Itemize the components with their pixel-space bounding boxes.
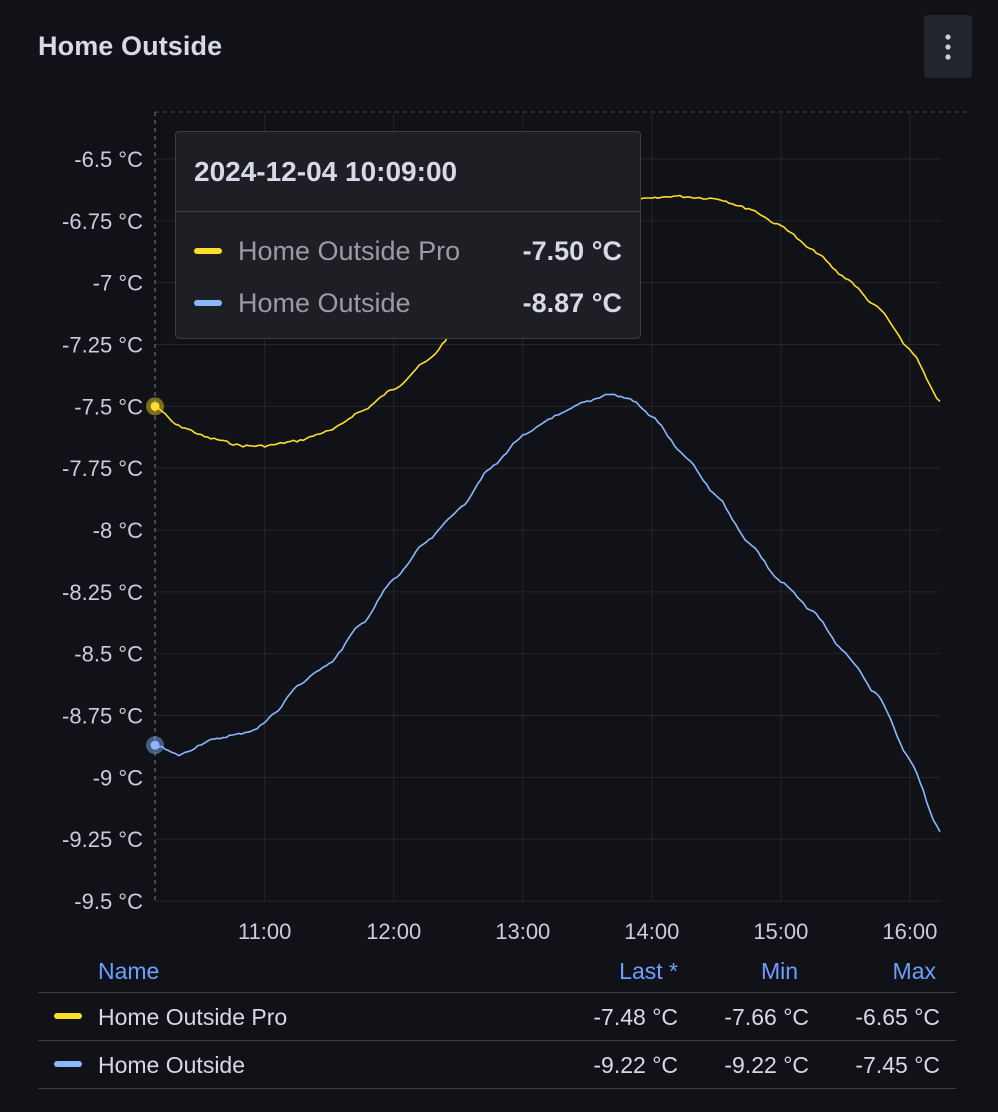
tooltip-series-value: -7.50 °C [522, 235, 622, 266]
legend-table: Name Last * Min Max Home Outside Pro -7.… [38, 950, 956, 1089]
legend-series-name[interactable]: Home Outside Pro [98, 1004, 288, 1030]
y-tick-label: -7 °C [93, 271, 143, 296]
legend-col-max[interactable]: Max [892, 958, 936, 984]
y-tick-label: -8.25 °C [62, 580, 143, 605]
y-tick-label: -9.5 °C [74, 889, 143, 914]
x-tick-label: 12:00 [366, 919, 421, 944]
legend-min: -9.22 °C [724, 1052, 809, 1078]
x-tick-label: 16:00 [882, 919, 937, 944]
series-swatch-outside [194, 300, 222, 306]
tooltip-series-name: Home Outside Pro [238, 235, 461, 266]
legend-col-min[interactable]: Min [760, 958, 798, 984]
x-tick-label: 13:00 [495, 919, 550, 944]
x-tick-label: 11:00 [238, 919, 291, 944]
legend-min: -7.66 °C [724, 1004, 809, 1030]
panel-title: Home Outside [38, 31, 223, 61]
y-tick-label: -9 °C [93, 765, 143, 790]
hover-point [150, 401, 160, 411]
y-tick-label: -8 °C [93, 518, 143, 543]
tooltip-row: Home Outside Pro -7.50 °C [194, 231, 622, 271]
series-swatch-outside [54, 1061, 82, 1067]
tooltip-row: Home Outside -8.87 °C [194, 283, 622, 323]
x-axis: 11:00 12:00 13:00 14:00 15:00 16:00 [238, 919, 937, 944]
series-line [154, 393, 941, 833]
series-swatch-pro [194, 248, 222, 254]
legend-row[interactable]: Home Outside -9.22 °C -9.22 °C -7.45 °C [38, 1041, 956, 1089]
legend-max: -7.45 °C [855, 1052, 940, 1078]
legend-series-name[interactable]: Home Outside [98, 1052, 246, 1078]
tooltip-time: 2024-12-04 10:09:00 [176, 132, 640, 212]
tooltip-series-value: -8.87 °C [522, 287, 622, 318]
legend-row[interactable]: Home Outside Pro -7.48 °C -7.66 °C -6.65… [38, 993, 956, 1041]
y-axis: -6.5 °C -6.75 °C -7 °C -7.25 °C -7.5 °C -7.75… [62, 147, 143, 914]
legend-max: -6.65 °C [855, 1004, 940, 1030]
x-tick-label: 15:00 [753, 919, 808, 944]
panel-menu-button[interactable] [924, 15, 972, 78]
x-tick-label: 14:00 [624, 919, 679, 944]
y-tick-label: -7.25 °C [62, 333, 143, 358]
y-tick-label: -9.25 °C [62, 827, 143, 852]
legend-header: Name Last * Min Max [38, 950, 956, 993]
y-tick-label: -7.5 °C [74, 394, 143, 419]
tooltip-series-name: Home Outside [238, 287, 411, 318]
y-tick-label: -8.5 °C [74, 642, 143, 667]
y-tick-label: -8.75 °C [62, 704, 143, 729]
hover-point [150, 740, 160, 750]
tooltip: 2024-12-04 10:09:00 Home Outside Pro -7.… [175, 131, 641, 339]
series-swatch-pro [54, 1013, 82, 1019]
legend-col-name[interactable]: Name [98, 958, 160, 984]
y-tick-label: -6.75 °C [62, 209, 143, 234]
crosshair [146, 112, 164, 902]
legend-last: -9.22 °C [593, 1052, 678, 1078]
y-tick-label: -7.75 °C [62, 456, 143, 481]
vertical-ellipsis-icon [945, 33, 951, 60]
y-tick-label: -6.5 °C [74, 147, 143, 172]
legend-last: -7.48 °C [593, 1004, 678, 1030]
legend-col-last[interactable]: Last * [619, 958, 678, 984]
